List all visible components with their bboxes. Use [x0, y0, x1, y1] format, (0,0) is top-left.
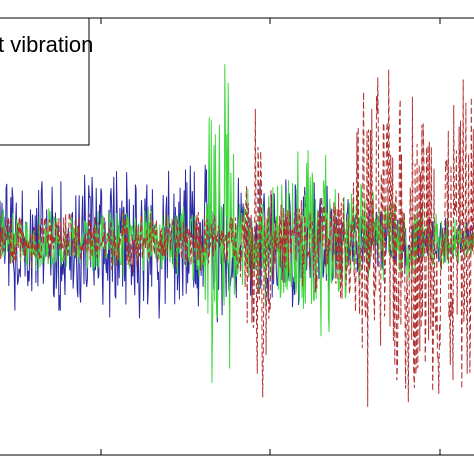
series-layer: [0, 64, 474, 407]
plot-area: [0, 17, 474, 456]
legend: t vibration: [0, 17, 93, 146]
legend-entry-label: t vibration: [0, 32, 93, 57]
legend-box: [0, 17, 90, 146]
series-line-1: [0, 69, 474, 407]
